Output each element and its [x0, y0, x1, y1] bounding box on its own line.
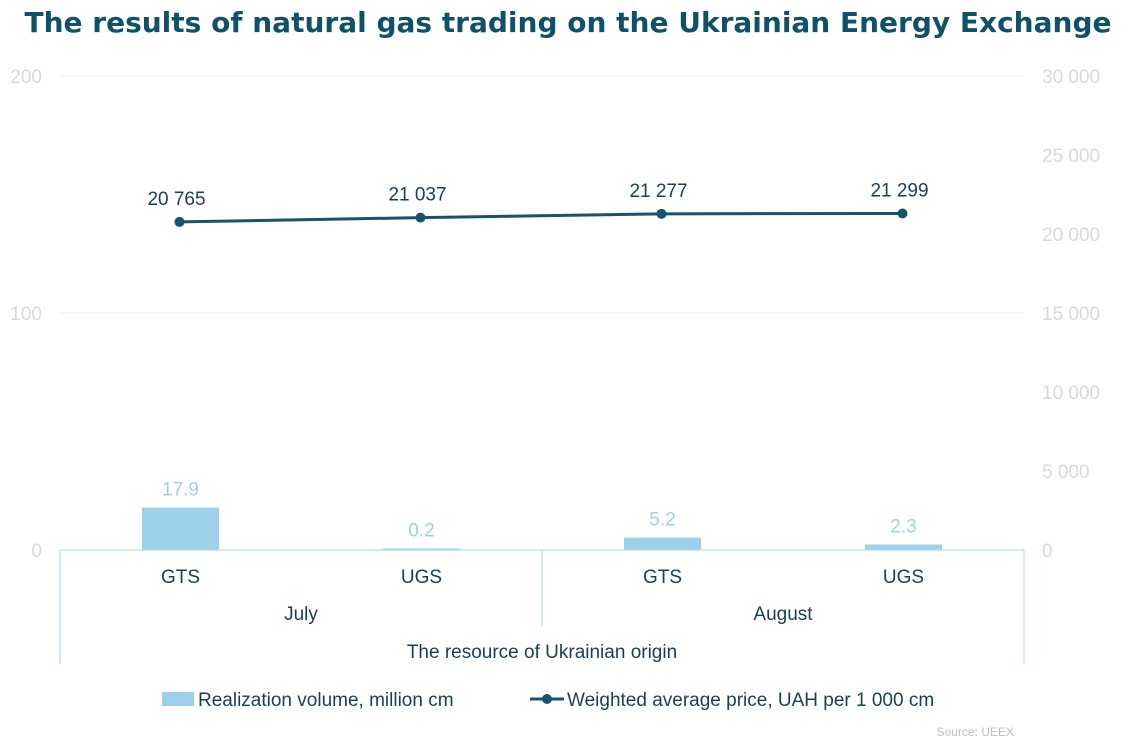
- right-tick-label: 10 000: [1042, 383, 1100, 404]
- right-tick-label: 25 000: [1042, 146, 1100, 167]
- left-axis: 0 100 200: [10, 67, 42, 562]
- legend: Realization volume, million cm Weighted a…: [162, 690, 934, 711]
- gridlines: [60, 75, 1024, 314]
- line-point: [174, 216, 185, 227]
- line-value-label: 21 277: [629, 181, 687, 202]
- bar-value-label: 0.2: [408, 521, 434, 542]
- bar: [142, 507, 219, 550]
- legend-line-label: Weighted average price, UAH per 1 000 cm: [567, 690, 934, 711]
- right-tick-label: 15 000: [1042, 304, 1100, 325]
- line-series: 20 765 21 037 21 277 21 299: [147, 180, 929, 227]
- category-label: GTS: [161, 567, 200, 588]
- line-point: [656, 208, 667, 219]
- category-axis: GTS UGS GTS UGS July August The resource of Uk…: [59, 549, 1025, 664]
- price-line: [179, 211, 903, 224]
- bar-value-label: 17.9: [162, 480, 199, 501]
- legend-bar-label: Realization volume, million cm: [198, 690, 454, 711]
- source-note: Source: UEEX: [937, 725, 1014, 739]
- legend-bar-swatch: [162, 692, 194, 706]
- line-point: [415, 212, 426, 223]
- supergroup-label: The resource of Ukrainian origin: [407, 642, 677, 663]
- bar-value-label: 2.3: [890, 517, 916, 538]
- right-tick-label: 30 000: [1042, 67, 1100, 88]
- left-tick-label: 100: [10, 304, 42, 325]
- bar-value-label: 5.2: [649, 510, 675, 531]
- legend-line-marker: [542, 694, 552, 704]
- line-value-label: 20 765: [147, 189, 205, 210]
- category-label: GTS: [643, 567, 682, 588]
- bar: [383, 548, 460, 550]
- right-tick-label: 0: [1042, 541, 1053, 562]
- left-tick-label: 200: [10, 67, 42, 88]
- bar: [865, 544, 942, 550]
- left-tick-label: 0: [31, 541, 42, 562]
- category-label: UGS: [401, 567, 442, 588]
- bar: [624, 537, 701, 550]
- group-label: July: [284, 604, 318, 625]
- right-axis: 0 5 000 10 000 15 000 20 000 25 000 30 000: [1042, 67, 1100, 562]
- category-label: UGS: [883, 567, 924, 588]
- group-label: August: [753, 604, 813, 625]
- right-tick-label: 20 000: [1042, 225, 1100, 246]
- bar-series: 17.9 0.2 5.2 2.3: [142, 480, 942, 550]
- right-tick-label: 5 000: [1042, 462, 1090, 483]
- line-point: [897, 208, 908, 219]
- chart-title: The results of natural gas trading on th…: [25, 6, 1112, 39]
- line-value-label: 21 299: [870, 180, 928, 201]
- line-value-label: 21 037: [388, 185, 446, 206]
